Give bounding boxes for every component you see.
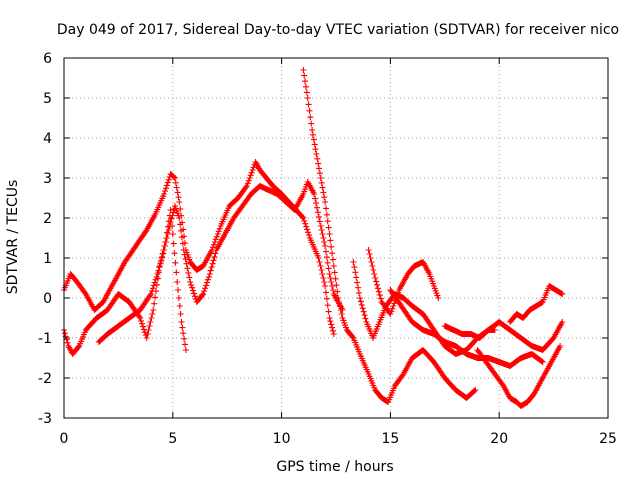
- series-10: [441, 323, 498, 341]
- plot-frame: [63, 57, 609, 419]
- y-axis-label: SDTVAR / TECUs: [5, 180, 21, 295]
- series-3: [95, 179, 346, 345]
- series-markers: [507, 283, 566, 325]
- series-markers: [61, 159, 337, 337]
- series-markers: [365, 247, 442, 317]
- chart-title: Day 049 of 2017, Sidereal Day-to-day VTE…: [57, 22, 619, 38]
- x-tick-label: 15: [381, 431, 399, 447]
- y-tick-label: 3: [43, 171, 52, 187]
- axes-ticks: 0 5 10 15 20 25 -3 -2 -1 0 1 2 3 4 5 6: [38, 51, 617, 447]
- series-layer: [61, 67, 566, 409]
- y-tick-label: -3: [38, 411, 52, 427]
- series-9: [507, 283, 566, 325]
- series-markers: [95, 179, 346, 345]
- series-1: [61, 159, 337, 337]
- y-tick-label: 1: [43, 251, 52, 267]
- x-tick-label: 20: [490, 431, 508, 447]
- y-tick-label: 5: [43, 91, 52, 107]
- y-tick-label: -1: [38, 331, 52, 347]
- series-markers: [387, 287, 546, 369]
- y-tick-label: 2: [43, 211, 52, 227]
- y-tick-label: 0: [43, 291, 52, 307]
- x-tick-label: 0: [60, 431, 69, 447]
- y-tick-label: 4: [43, 131, 52, 147]
- y-tick-label: 6: [43, 51, 52, 67]
- series-markers: [300, 67, 479, 405]
- series-4: [300, 67, 479, 405]
- x-axis-label: GPS time / hours: [276, 459, 393, 475]
- grid: [64, 58, 608, 418]
- series-markers: [350, 259, 566, 357]
- series-5: [350, 259, 566, 357]
- x-tick-label: 10: [273, 431, 291, 447]
- x-tick-label: 25: [599, 431, 617, 447]
- y-tick-label: -2: [38, 371, 52, 387]
- series-markers: [441, 323, 498, 341]
- series-6: [365, 247, 442, 317]
- series-8: [474, 343, 564, 409]
- series-markers: [474, 343, 564, 409]
- series-7: [387, 287, 546, 369]
- x-tick-label: 5: [168, 431, 177, 447]
